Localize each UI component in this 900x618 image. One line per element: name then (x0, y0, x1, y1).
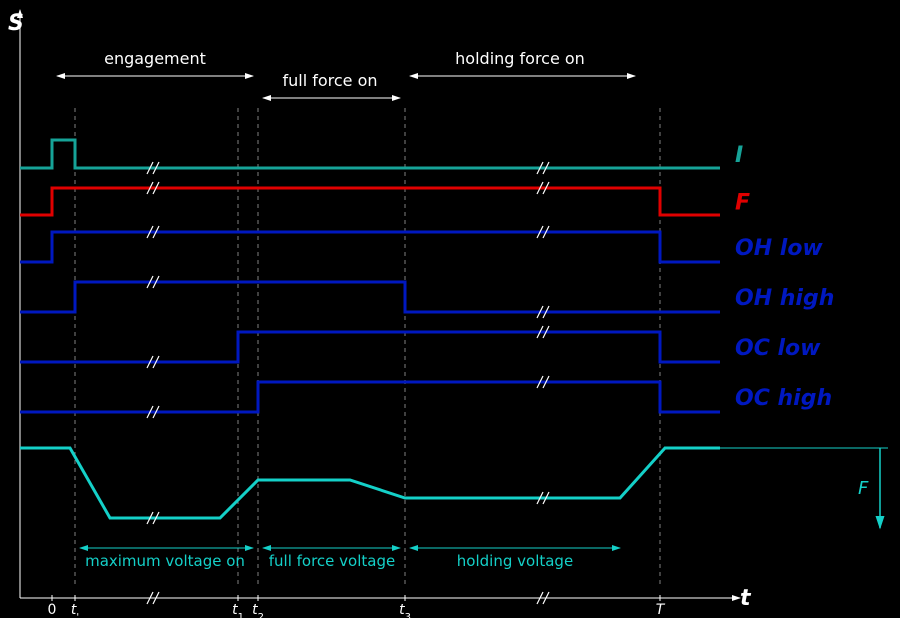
force-arrow-label: F (858, 478, 869, 499)
voltage-phase-label: full force voltage (269, 552, 395, 570)
signal-OC_low (20, 332, 720, 362)
timing-diagram: St engagement full force on holding force o… (0, 0, 900, 618)
signal-OH_high (20, 282, 720, 312)
phase-label: engagement (104, 49, 206, 68)
voltage-phase-label: maximum voltage on (85, 552, 245, 570)
signal-I (20, 140, 720, 168)
signal-label-OH_high: OH high (735, 286, 834, 311)
signal-OC_high (20, 382, 720, 412)
voltage-phase-label: holding voltage (457, 552, 573, 570)
signal-label-F: F (735, 191, 750, 216)
time-tick: t' (71, 602, 79, 618)
signal-label-I: I (735, 143, 743, 168)
phase-label: full force on (282, 71, 377, 90)
time-tick: t1 (232, 602, 244, 618)
phase-label: holding force on (455, 49, 585, 68)
time-tick: t2 (252, 602, 264, 618)
time-tick: t3 (399, 602, 411, 618)
signal-label-OC_low: OC low (735, 336, 821, 361)
signal-label-OC_high: OC high (735, 386, 832, 411)
force-curve (20, 448, 720, 518)
signal-OH_low (20, 232, 720, 262)
y-axis-label: S (8, 11, 24, 36)
x-axis-label: t (740, 586, 752, 611)
time-tick: 0 (48, 602, 57, 618)
time-tick: T (656, 602, 666, 618)
signal-F (20, 188, 720, 215)
signal-label-OH_low: OH low (735, 236, 823, 261)
